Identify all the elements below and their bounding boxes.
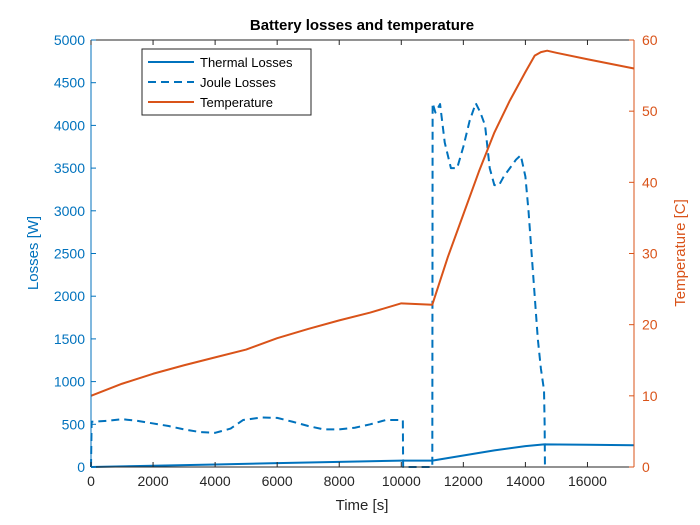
- x-tick-label: 4000: [200, 473, 231, 489]
- y-tick-label-left: 1500: [54, 331, 85, 347]
- x-tick-label: 10000: [382, 473, 421, 489]
- y-axis-label-right: Temperature [C]: [672, 199, 689, 307]
- y-tick-label-left: 2500: [54, 246, 85, 262]
- x-tick-label: 2000: [137, 473, 168, 489]
- y-tick-label-right: 60: [642, 32, 658, 48]
- y-tick-label-left: 4000: [54, 117, 85, 133]
- y-tick-label-left: 1000: [54, 374, 85, 390]
- y-tick-label-left: 5000: [54, 32, 85, 48]
- legend-label-thermal-losses: Thermal Losses: [200, 55, 293, 70]
- legend: Thermal Losses Joule Losses Temperature: [141, 48, 312, 116]
- legend-label-temperature: Temperature: [200, 95, 273, 110]
- y-tick-label-right: 10: [642, 388, 658, 404]
- y-tick-label-right: 50: [642, 103, 658, 119]
- y-axis-label-left: Losses [W]: [25, 216, 42, 290]
- y-tick-label-left: 3000: [54, 203, 85, 219]
- x-tick-label: 6000: [262, 473, 293, 489]
- y-tick-label-right: 20: [642, 317, 658, 333]
- y-tick-label-right: 0: [642, 459, 650, 475]
- x-tick-label: 0: [87, 473, 95, 489]
- y-tick-label-left: 3500: [54, 160, 85, 176]
- chart-title: Battery losses and temperature: [250, 17, 474, 34]
- y-tick-label-right: 40: [642, 174, 658, 190]
- legend-box: [141, 48, 312, 116]
- x-tick-label: 16000: [568, 473, 607, 489]
- ticks-layer: 0 2000 4000 6000 8000 10000 12000 14000 16000050…: [54, 32, 658, 489]
- y-tick-label-right: 30: [642, 246, 658, 262]
- y-tick-label-left: 4500: [54, 75, 85, 91]
- series-joule-losses-line: [90, 102, 546, 468]
- legend-label-joule-losses: Joule Losses: [200, 75, 276, 90]
- x-tick-label: 14000: [506, 473, 545, 489]
- x-tick-label: 8000: [324, 473, 355, 489]
- y-tick-label-left: 0: [77, 459, 85, 475]
- x-axis-label: Time [s]: [336, 497, 389, 514]
- y-tick-label-left: 2000: [54, 288, 85, 304]
- x-tick-label: 12000: [444, 473, 483, 489]
- series-temperature-line: [90, 49, 635, 397]
- y-tick-label-left: 500: [62, 416, 86, 432]
